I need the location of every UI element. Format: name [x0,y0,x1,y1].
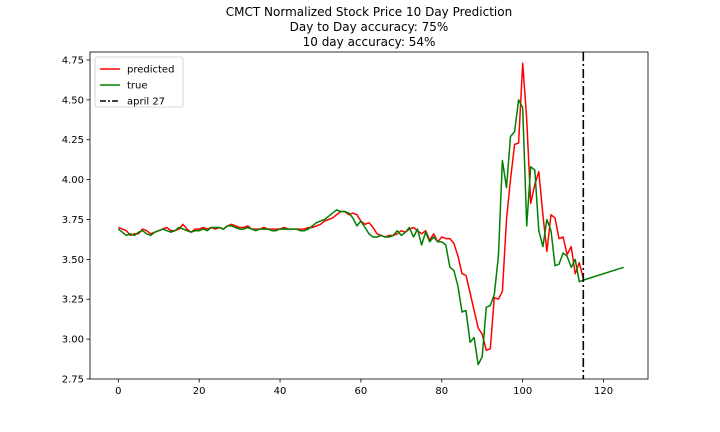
y-tick-label: 4.00 [62,175,84,186]
legend-label-predicted: predicted [127,65,174,76]
x-tick-label: 0 [115,386,121,397]
y-tick-label: 2.75 [62,375,84,386]
y-tick-label: 3.50 [62,255,84,266]
y-tick-label: 4.25 [62,135,84,146]
series-line-true [117,99,624,366]
chart-title-line-2: Day to Day accuracy: 75% [290,20,449,34]
y-tick-label: 3.75 [62,215,84,226]
legend: predicted true april 27 [94,56,184,108]
x-tick-label: 120 [594,386,613,397]
legend-label-april-27: april 27 [127,97,165,108]
y-tick-label: 4.50 [62,95,84,106]
plot-area [117,52,624,379]
y-tick-label: 4.75 [62,55,84,66]
axes: 0 20 40 60 80 100 120 2.75 3.00 3.25 3.50 3.75 4.00 4… [62,51,649,397]
x-tick-label: 100 [513,386,532,397]
series-line-predicted [118,62,585,352]
y-tick-label: 3.00 [62,335,84,346]
x-tick-label: 60 [355,386,368,397]
y-tick-label: 3.25 [62,295,84,306]
chart-title-line-3: 10 day accuracy: 54% [303,35,436,49]
axes-frame [89,51,649,380]
legend-label-true: true [127,81,148,92]
x-tick-label: 40 [274,386,287,397]
x-tick-label: 20 [193,386,206,397]
x-tick-label: 80 [435,386,448,397]
chart-title-line-1: CMCT Normalized Stock Price 10 Day Predi… [226,5,512,19]
chart-title: CMCT Normalized Stock Price 10 Day Predi… [226,5,512,49]
